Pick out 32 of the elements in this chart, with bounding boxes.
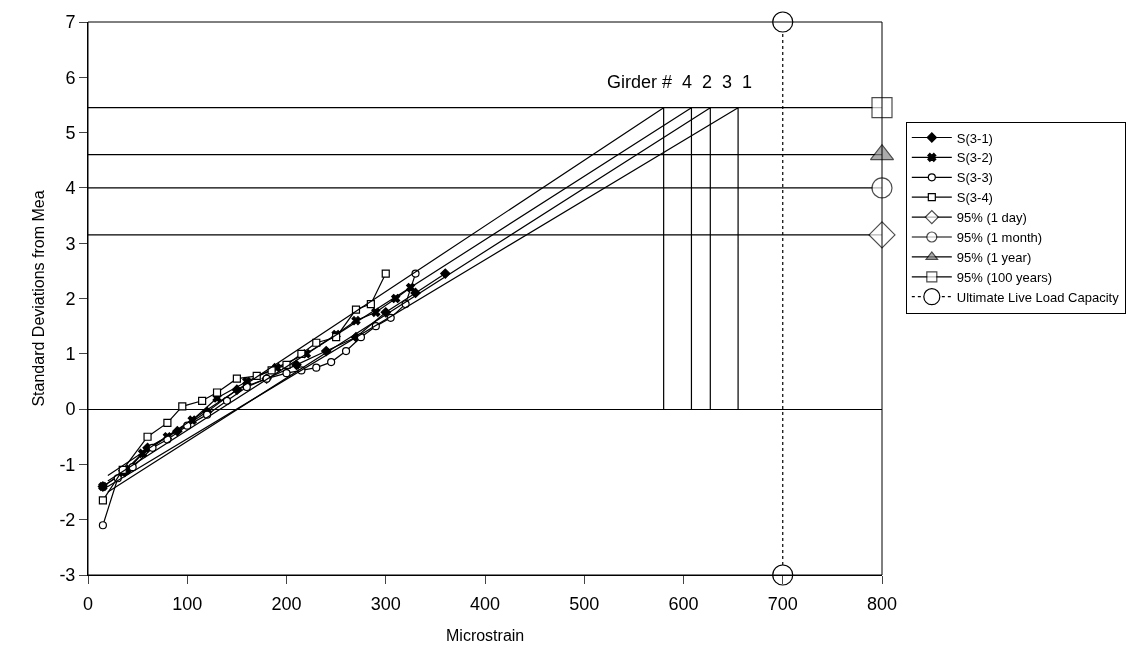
y-tick-label: -2 <box>59 510 76 530</box>
y-tick-label: 4 <box>65 178 76 199</box>
y-tick-label: 2 <box>65 288 76 309</box>
y-tick-label: 1 <box>65 344 76 365</box>
annotation: Girder # 4 2 3 1 <box>607 72 753 92</box>
x-tick-label: 200 <box>271 593 302 614</box>
y-tick-label: 3 <box>65 233 76 254</box>
legend-label: S(3-3) <box>956 170 993 186</box>
y-tick-label: 6 <box>65 67 76 88</box>
legend-label: S(3-4) <box>956 190 993 206</box>
x-tick-label: 300 <box>370 593 401 614</box>
x-tick-label: 800 <box>866 593 898 614</box>
legend-label: 95% (100 years) <box>956 269 1053 285</box>
legend-label: 95% (1 day) <box>956 210 1027 226</box>
y-tick-label: -3 <box>59 565 76 586</box>
y-tick-label: 5 <box>65 122 76 143</box>
legend-label: S(3-1) <box>956 130 993 146</box>
legend-label: 95% (1 year) <box>956 249 1032 265</box>
legend-label: 95% (1 month) <box>956 230 1043 246</box>
x-tick-label: 0 <box>82 593 94 614</box>
legend-label: S(3-2) <box>956 150 993 166</box>
y-tick-label: 7 <box>65 12 76 33</box>
x-tick-label: 700 <box>767 593 798 614</box>
x-tick-label: 500 <box>569 593 600 614</box>
x-tick-label: 400 <box>469 593 501 614</box>
x-axis-title: Microstrain <box>446 627 525 644</box>
legend-label: Ultimate Live Load Capacity <box>956 289 1120 305</box>
x-tick-label: 100 <box>172 593 203 614</box>
y-tick-label: -1 <box>59 454 76 475</box>
x-tick-label: 600 <box>668 593 699 614</box>
y-axis-title: Standard Deviations from Mea <box>30 190 48 407</box>
y-tick-label: 0 <box>65 399 76 420</box>
